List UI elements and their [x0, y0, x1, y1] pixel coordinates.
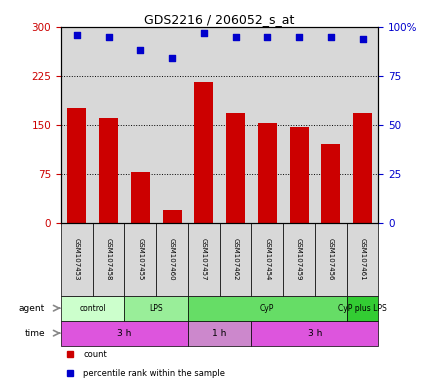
Bar	[226, 113, 244, 223]
Text: GSM107454: GSM107454	[264, 238, 270, 280]
Bar	[187, 321, 251, 346]
Bar	[346, 223, 378, 296]
Bar	[251, 223, 283, 296]
Point	[105, 34, 112, 40]
Text: GSM107462: GSM107462	[232, 238, 238, 280]
Text: time: time	[24, 329, 45, 338]
Bar	[61, 223, 92, 296]
Point	[200, 30, 207, 36]
Bar	[92, 223, 124, 296]
Text: GSM107461: GSM107461	[359, 238, 365, 281]
Bar	[61, 321, 187, 346]
Text: GSM107458: GSM107458	[105, 238, 111, 280]
Bar	[124, 223, 156, 296]
Bar	[219, 223, 251, 296]
Point	[168, 55, 175, 61]
Text: GSM107455: GSM107455	[137, 238, 143, 280]
Bar	[314, 223, 346, 296]
Bar	[156, 223, 187, 296]
Point	[263, 34, 270, 40]
Bar	[67, 109, 86, 223]
Bar	[99, 118, 118, 223]
Bar	[124, 296, 187, 321]
Text: percentile rank within the sample: percentile rank within the sample	[83, 369, 225, 378]
Bar	[321, 144, 339, 223]
Text: CyP plus LPS: CyP plus LPS	[337, 304, 386, 313]
Title: GDS2216 / 206052_s_at: GDS2216 / 206052_s_at	[144, 13, 294, 26]
Bar	[352, 113, 371, 223]
Text: GSM107460: GSM107460	[169, 238, 174, 281]
Bar	[131, 172, 149, 223]
Point	[358, 36, 365, 42]
Point	[137, 47, 144, 53]
Text: LPS: LPS	[149, 304, 163, 313]
Point	[295, 34, 302, 40]
Text: control: control	[79, 304, 106, 313]
Bar	[194, 83, 213, 223]
Bar	[283, 223, 314, 296]
Point	[73, 31, 80, 38]
Text: GSM107459: GSM107459	[296, 238, 301, 280]
Text: GSM107456: GSM107456	[327, 238, 333, 280]
Point	[327, 34, 334, 40]
Bar	[162, 210, 181, 223]
Text: CyP: CyP	[260, 304, 274, 313]
Text: agent: agent	[19, 304, 45, 313]
Bar	[289, 127, 308, 223]
Text: 3 h: 3 h	[307, 329, 322, 338]
Text: count: count	[83, 350, 107, 359]
Point	[232, 34, 239, 40]
Bar	[251, 321, 378, 346]
Bar	[257, 123, 276, 223]
Bar	[346, 296, 378, 321]
Text: GSM107453: GSM107453	[74, 238, 79, 280]
Text: 3 h: 3 h	[117, 329, 132, 338]
Bar	[187, 223, 219, 296]
Bar	[61, 296, 124, 321]
Bar	[187, 296, 346, 321]
Text: GSM107457: GSM107457	[201, 238, 206, 280]
Text: 1 h: 1 h	[212, 329, 227, 338]
